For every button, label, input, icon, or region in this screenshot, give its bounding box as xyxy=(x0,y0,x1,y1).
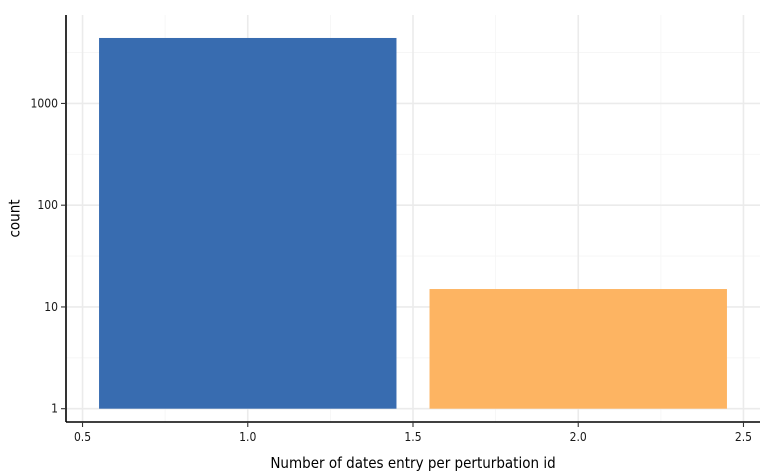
x-axis-title: Number of dates entry per perturbation i… xyxy=(270,454,555,472)
y-tick-label: 1 xyxy=(51,402,58,416)
bars xyxy=(99,37,727,409)
bar-1 xyxy=(99,37,397,409)
y-tick-label: 1000 xyxy=(31,96,59,110)
y-tick-label: 100 xyxy=(37,198,58,212)
x-tick-label: 1.0 xyxy=(239,430,256,444)
bar-2 xyxy=(429,289,727,409)
x-tick-label: 0.5 xyxy=(74,430,91,444)
y-axis-title: count xyxy=(5,199,23,237)
y-axis-ticks: 1 10 100 1000 xyxy=(31,96,66,416)
x-tick-label: 2.0 xyxy=(570,430,587,444)
y-tick-label: 10 xyxy=(44,300,58,314)
x-tick-label: 1.5 xyxy=(404,430,421,444)
x-axis-ticks: 0.5 1.0 1.5 2.0 2.5 xyxy=(74,422,752,444)
x-tick-label: 2.5 xyxy=(735,430,752,444)
